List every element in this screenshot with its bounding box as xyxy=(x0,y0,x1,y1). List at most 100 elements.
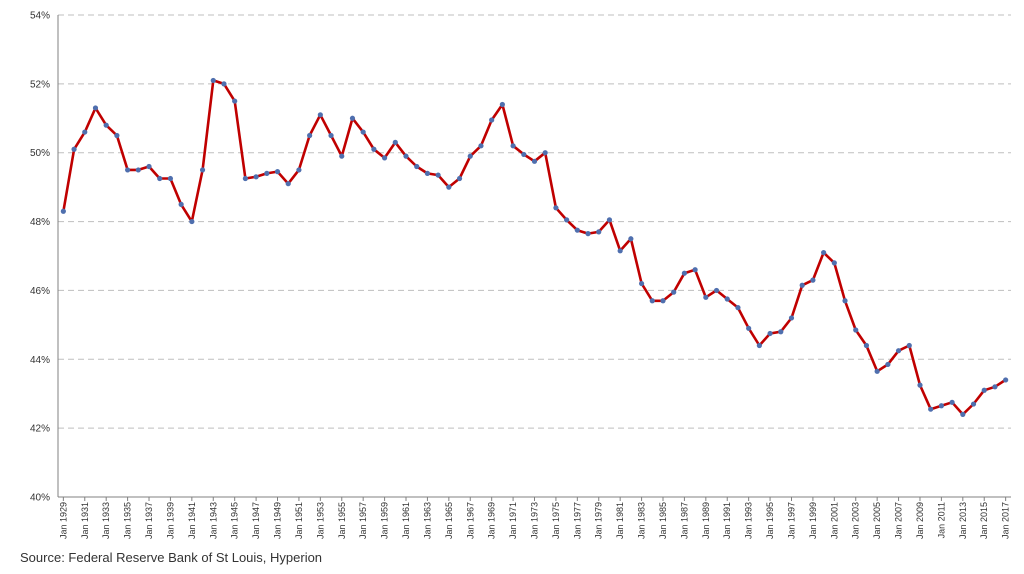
data-point xyxy=(960,411,966,417)
data-point xyxy=(253,174,259,180)
data-point xyxy=(242,175,248,182)
data-point xyxy=(521,151,527,158)
data-point xyxy=(467,153,473,159)
x-tick-label: Jan 1937 xyxy=(144,502,154,539)
data-point xyxy=(232,98,238,104)
data-point xyxy=(638,280,645,287)
y-tick-label: 54% xyxy=(30,11,50,22)
x-tick-label: Jan 1945 xyxy=(230,502,240,539)
data-point xyxy=(799,282,805,288)
data-point xyxy=(478,143,484,149)
data-point xyxy=(938,403,944,409)
data-point xyxy=(456,175,463,182)
x-tick-label: Jan 1981 xyxy=(615,502,625,539)
x-tick-label: Jan 1961 xyxy=(401,502,411,539)
x-tick-label: Jan 1935 xyxy=(123,502,133,539)
data-point xyxy=(264,170,270,176)
data-point xyxy=(531,158,538,164)
data-point xyxy=(970,401,977,407)
data-point xyxy=(671,289,677,295)
x-tick-label: Jan 2007 xyxy=(894,502,904,539)
data-point xyxy=(371,146,377,152)
data-point xyxy=(71,146,77,152)
data-point xyxy=(542,150,548,156)
data-point xyxy=(103,122,109,128)
x-tick-label: Jan 1963 xyxy=(422,502,432,539)
x-tick-label: Jan 1951 xyxy=(294,502,304,539)
x-tick-label: Jan 1977 xyxy=(572,502,582,539)
data-point xyxy=(221,81,227,87)
x-tick-label: Jan 1971 xyxy=(508,502,518,539)
data-point xyxy=(874,368,880,374)
x-tick-label: Jan 1947 xyxy=(251,502,261,539)
data-point-markers xyxy=(60,77,1009,417)
data-point xyxy=(307,132,313,139)
data-point xyxy=(756,342,762,349)
y-tick-label: 46% xyxy=(30,286,50,297)
x-tick-label: Jan 1967 xyxy=(465,502,475,539)
data-point xyxy=(574,227,580,233)
x-tick-label: Jan 1987 xyxy=(679,502,689,539)
x-tick-label: Jan 1957 xyxy=(358,502,368,539)
x-tick-label: Jan 2013 xyxy=(958,502,968,539)
x-tick-label: Jan 2003 xyxy=(851,502,861,539)
series-line-group xyxy=(62,79,1007,416)
x-tick-label: Jan 1955 xyxy=(337,502,347,539)
data-point xyxy=(403,153,409,159)
data-point xyxy=(349,115,356,121)
data-point xyxy=(628,236,634,242)
x-tick-label: Jan 1939 xyxy=(165,502,175,539)
data-point xyxy=(510,143,516,149)
data-point xyxy=(189,218,195,225)
x-tick-label: Jan 1965 xyxy=(444,502,454,539)
data-point xyxy=(392,139,398,145)
data-point xyxy=(735,305,741,311)
data-point xyxy=(649,298,655,304)
data-point xyxy=(778,329,784,335)
data-point xyxy=(724,296,730,302)
data-point xyxy=(564,217,570,223)
y-tick-label: 50% xyxy=(30,148,50,159)
y-tick-label: 42% xyxy=(30,424,50,435)
data-point xyxy=(435,172,441,178)
data-point xyxy=(199,167,206,173)
grid-lines xyxy=(58,14,1011,429)
x-tick-label: Jan 1929 xyxy=(58,502,68,539)
series-line xyxy=(62,79,1007,416)
data-point xyxy=(446,184,452,190)
data-point xyxy=(157,175,163,182)
data-point xyxy=(821,249,827,256)
data-point xyxy=(992,384,998,390)
x-tick-label: Jan 1993 xyxy=(744,502,754,539)
data-point xyxy=(1003,377,1009,383)
data-point xyxy=(853,327,859,333)
data-point xyxy=(92,105,99,111)
data-point xyxy=(146,163,152,170)
data-point xyxy=(981,387,987,393)
x-tick-label: Jan 1953 xyxy=(315,502,325,539)
data-point xyxy=(296,167,302,173)
data-point xyxy=(360,129,366,135)
data-point xyxy=(606,217,613,223)
data-point xyxy=(842,298,848,304)
x-tick-label: Jan 1975 xyxy=(551,502,561,539)
x-tick-label: Jan 2005 xyxy=(872,502,882,539)
data-point xyxy=(863,342,870,349)
x-tick-label: Jan 1941 xyxy=(187,502,197,539)
x-tick-label: Jan 1973 xyxy=(530,502,540,539)
x-tick-label: Jan 1999 xyxy=(808,502,818,539)
data-point xyxy=(660,298,666,304)
data-point xyxy=(746,325,752,331)
data-point xyxy=(692,267,698,273)
data-point xyxy=(178,201,184,207)
data-point xyxy=(810,277,816,283)
x-tick-label: Jan 1983 xyxy=(637,502,647,539)
data-point xyxy=(703,294,709,300)
x-tick-label: Jan 2011 xyxy=(936,502,946,538)
x-tick-label: Jan 1931 xyxy=(80,502,90,539)
data-point xyxy=(928,406,934,412)
data-point xyxy=(617,248,623,254)
data-point xyxy=(885,361,891,368)
data-point xyxy=(949,399,955,405)
